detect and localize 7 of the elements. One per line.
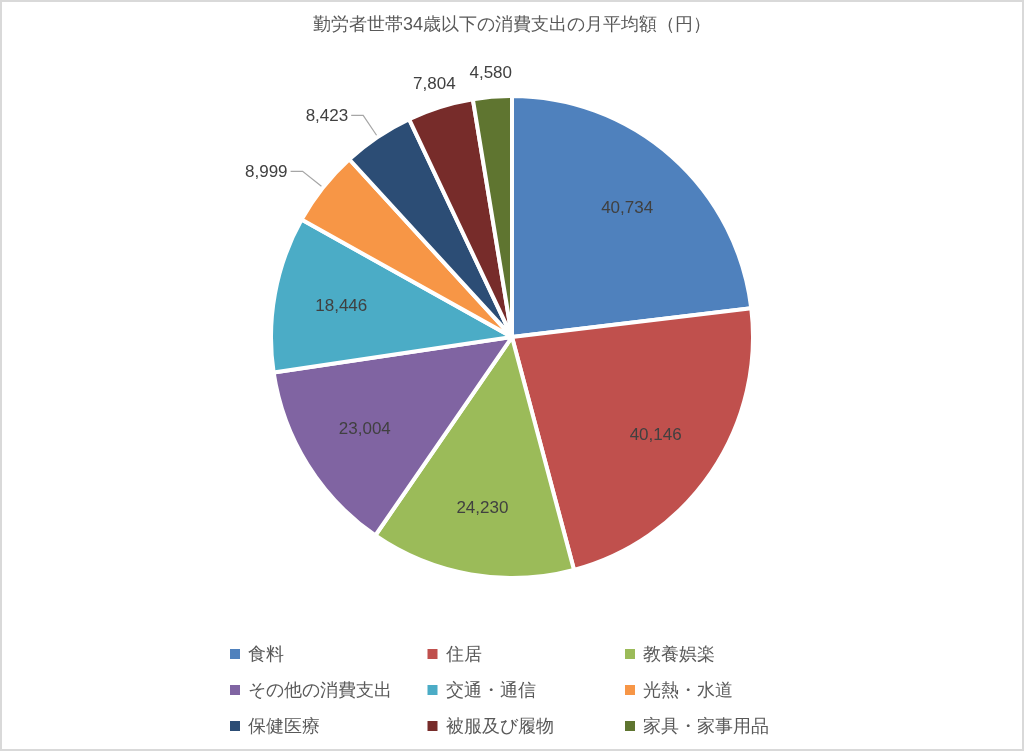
title: 勤労者世帯34歳以下の消費支出の月平均額（円） [313,14,711,34]
legend-label: 保健医療 [248,716,320,736]
legend-label: 食料 [248,644,284,664]
legend-label: 交通・通信 [445,680,536,700]
legend-label: 住居 [444,644,482,664]
legend-label: 光熱・水道 [643,680,733,700]
legend-label: 教養娯楽 [643,644,715,664]
